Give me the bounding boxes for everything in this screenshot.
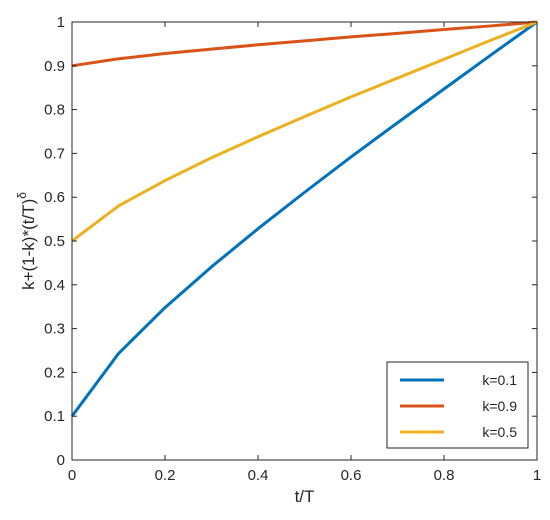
series-line-k-0-5: [71, 20, 538, 243]
y-axis-title: k+(1-k)*(t/T)δ: [15, 192, 38, 290]
y-tick-label: 1: [57, 14, 65, 31]
x-tick-label: 0.6: [341, 467, 362, 484]
y-tick-label: 0.3: [44, 321, 65, 338]
y-tick-label: 0.7: [44, 145, 65, 162]
y-tick-label: 0: [57, 452, 65, 469]
y-tick-label: 0.9: [44, 58, 65, 75]
axes-layer: 0 0.2 0.4 0.6 0.8 1 0 0.1 0.2 0.3 0.4 0.5 0.6 0.7 0.8 0…: [44, 14, 541, 484]
legend-label: k=0.9: [482, 398, 517, 414]
x-tick-label: 0.8: [434, 467, 455, 484]
y-tick-label: 0.2: [44, 364, 65, 381]
x-axis-title: t/T: [295, 487, 315, 506]
y-tick-label: 0.6: [44, 189, 65, 206]
legend-label: k=0.5: [482, 424, 517, 440]
x-tick-label: 0.2: [155, 467, 176, 484]
series-line-k-0-9: [71, 20, 538, 68]
series-line-k-0-1: [70, 20, 538, 418]
y-tick-label: 0.1: [44, 408, 65, 425]
x-tick-label: 0.4: [248, 467, 269, 484]
y-tick-label: 0.4: [44, 277, 65, 294]
y-axis-title-superscript: δ: [15, 192, 29, 199]
y-axis-title-text: k+(1-k)*(t/T): [19, 199, 38, 290]
series-layer: [70, 20, 538, 418]
y-tick-label: 0.5: [44, 233, 65, 250]
y-tick-label: 0.8: [44, 102, 65, 119]
x-tick-label: 0: [68, 467, 76, 484]
legend-label: k=0.1: [482, 372, 517, 388]
x-tick-label: 1: [533, 467, 541, 484]
legend: k=0.1 k=0.9 k=0.5: [386, 361, 529, 449]
